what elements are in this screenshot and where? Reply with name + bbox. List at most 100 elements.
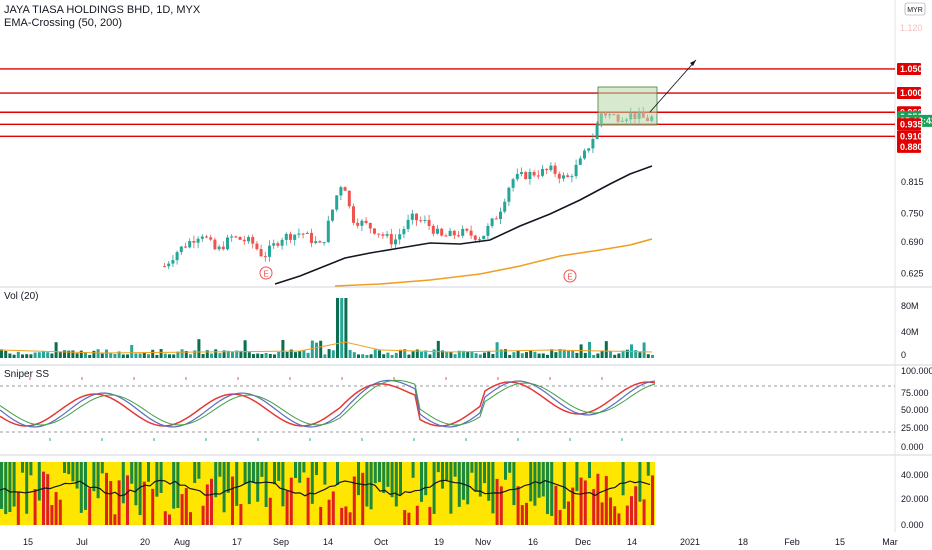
histogram-bar (189, 512, 192, 525)
histogram-bar (445, 462, 449, 481)
volume-bar (268, 353, 272, 358)
histogram-bar (630, 496, 633, 525)
sniper-pane-title[interactable]: Sniper SS (4, 369, 49, 380)
candle-body (347, 190, 351, 207)
histogram-bar (281, 462, 285, 507)
volume-bar (583, 352, 587, 358)
volume-bar (499, 349, 503, 358)
price-tag (897, 140, 921, 153)
histogram-bar (218, 462, 222, 477)
histogram-bar (537, 462, 541, 498)
histogram-bar (21, 462, 24, 473)
volume-bar (67, 350, 71, 358)
currency-badge[interactable] (904, 2, 926, 16)
candle-body (528, 171, 532, 180)
histogram-bar (344, 506, 348, 525)
volume-bar (71, 350, 75, 358)
volume-bar (525, 352, 528, 358)
histogram-bar (201, 505, 205, 525)
histogram-bar (336, 462, 339, 485)
histogram-bar (474, 462, 478, 491)
volume-bar (180, 349, 184, 358)
volume-bar (554, 352, 558, 358)
histogram-bar (491, 462, 495, 514)
histogram-bar (625, 505, 629, 525)
histogram-bar (79, 462, 83, 513)
volume-bar (537, 353, 541, 358)
candle-body (398, 234, 402, 240)
histogram-bar (58, 499, 62, 525)
volume-bar (25, 354, 29, 358)
price-tick-label: 0.625 (901, 268, 924, 278)
horizontal-levels[interactable] (0, 68, 895, 138)
candle-body (486, 225, 490, 236)
volume-bar (541, 353, 545, 358)
histogram-bar (600, 502, 604, 525)
candle-body (230, 236, 234, 238)
volume-pane-title[interactable]: Vol (20) (4, 291, 38, 302)
earnings-marker[interactable]: E (563, 269, 577, 283)
volume-bar (294, 352, 297, 358)
candle-body (452, 230, 456, 236)
indicator-title[interactable]: EMA-Crossing (50, 200) (4, 17, 122, 29)
volume-bar (58, 352, 62, 358)
candle-body (352, 206, 355, 223)
volume-bar (100, 353, 104, 358)
projection-arrow[interactable] (649, 59, 697, 113)
volume-bar (567, 350, 570, 358)
time-tick-label: 2021 (680, 537, 700, 547)
volume-bar (159, 349, 163, 358)
histogram-bar (424, 462, 428, 496)
histogram-bar (340, 507, 344, 525)
sniper-tick-label: 0.000 (901, 442, 924, 452)
candle-body (322, 242, 326, 244)
candle-body (482, 235, 486, 240)
candle-body (490, 218, 494, 226)
histogram-bar (651, 475, 654, 525)
histogram-bar (613, 506, 617, 525)
candle-body (406, 219, 410, 230)
volume-bar (411, 351, 415, 358)
volume-bar (88, 354, 92, 358)
volume-bars (0, 298, 654, 358)
histogram-bar (394, 462, 398, 507)
volume-bar (327, 349, 331, 358)
histogram-bar (390, 462, 394, 498)
consolidation-box[interactable] (597, 86, 658, 126)
candle-body (373, 228, 376, 234)
candle-body (566, 175, 570, 177)
symbol-title[interactable]: JAYA TIASA HOLDINGS BHD, 1D, MYX (4, 4, 201, 16)
candle-body (415, 213, 418, 221)
histogram-bar (113, 514, 117, 525)
volume-bar (470, 351, 474, 358)
volume-bar (281, 339, 285, 358)
histogram-bar (16, 492, 20, 525)
volume-bar (600, 351, 604, 358)
volume-bar (285, 351, 289, 358)
volume-bar (373, 349, 377, 358)
candle-body (499, 211, 502, 220)
time-axis[interactable]: 15 Jul 20 Aug 17 Sep 14 Oct 19 Nov 16 Dec 14 2021 18 Fe… (23, 537, 898, 547)
candle-body (402, 229, 406, 235)
earnings-marker[interactable]: E (259, 266, 273, 280)
histogram-bar (168, 514, 171, 525)
histogram-bar (441, 462, 444, 489)
volume-bar (588, 341, 591, 358)
candle-body (448, 230, 452, 236)
histogram-bar (105, 472, 108, 525)
volume-bar (562, 349, 566, 358)
candle-body (276, 243, 280, 246)
histogram-bar (163, 511, 167, 525)
histogram-bar (289, 477, 293, 525)
volume-bar (163, 353, 167, 358)
candle-body (221, 246, 225, 250)
histogram-bar (214, 462, 218, 498)
histogram-bar (54, 492, 58, 525)
price-tag-label: 0.910 (900, 131, 923, 141)
candle-body (184, 246, 187, 248)
histogram-bar (84, 462, 87, 510)
bottom-tick-label: 20.000 (901, 494, 929, 504)
volume-bar (386, 352, 390, 358)
volume-bar (92, 350, 96, 358)
